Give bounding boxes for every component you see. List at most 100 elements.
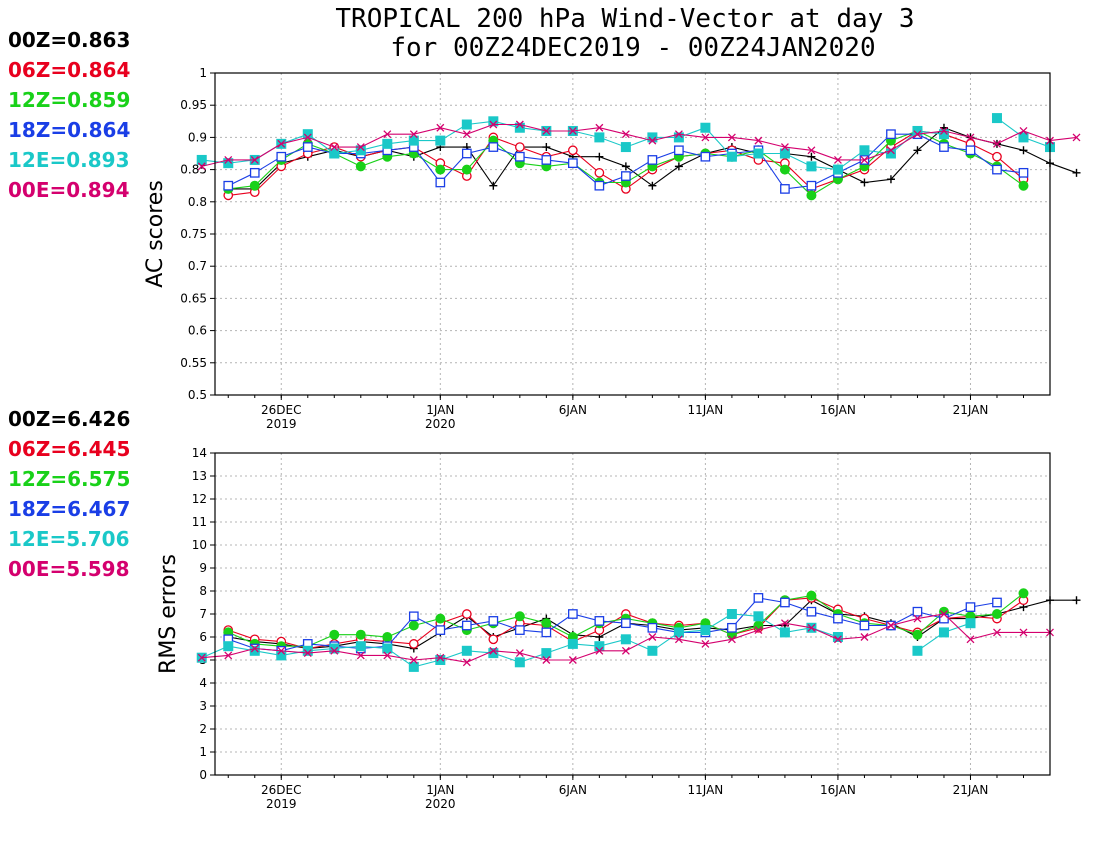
point-00E	[330, 646, 339, 655]
point-00Z	[648, 181, 657, 190]
point-18Z	[514, 625, 525, 635]
point-18Z	[780, 597, 790, 608]
point-12E	[673, 132, 684, 143]
point-18Z	[488, 142, 499, 152]
point-00Z	[1072, 168, 1081, 177]
y-tick-label: 13	[192, 469, 207, 483]
point-00E	[940, 127, 948, 135]
point-06Z	[408, 639, 419, 649]
point-18Z	[780, 184, 790, 194]
x-tick-label: 26DEC	[261, 403, 301, 417]
point-00E	[515, 649, 524, 658]
point-12E	[461, 119, 472, 130]
point-06Z	[461, 609, 472, 619]
y-axis-label: RMS errors	[156, 554, 181, 674]
point-12E	[647, 645, 658, 656]
point-18Z	[223, 180, 234, 191]
point-12E	[435, 655, 446, 665]
point-12E	[885, 148, 896, 159]
point-00E	[197, 162, 206, 171]
legend-entry: 18Z=0.864	[8, 118, 130, 142]
point-12E	[302, 129, 313, 140]
point-18Z	[249, 167, 260, 178]
point-00E	[913, 130, 922, 139]
y-axis-label: AC scores	[143, 180, 168, 288]
point-18Z	[992, 164, 1002, 175]
point-00E	[462, 658, 471, 667]
series-12E	[196, 609, 976, 672]
chart-title-line2: for 00Z24DEC2019 - 00Z24JAN2020	[390, 33, 875, 63]
point-12E	[302, 645, 313, 656]
point-12Z	[779, 164, 790, 175]
y-tick-label: 14	[192, 446, 207, 460]
legend-entry: 00E=5.598	[8, 557, 130, 581]
point-00E	[1019, 127, 1028, 135]
point-12E	[700, 625, 711, 636]
point-18Z	[568, 158, 578, 169]
point-12E	[673, 627, 684, 638]
y-tick-label: 0.85	[180, 163, 207, 177]
legend-entry: 12Z=0.859	[8, 88, 130, 112]
point-12Z	[1018, 180, 1029, 191]
point-00Z	[886, 175, 895, 184]
point-00E	[940, 610, 948, 618]
series-line-00E	[201, 123, 1077, 167]
x-tick-year-label: 2019	[266, 797, 297, 811]
point-00E	[780, 143, 789, 152]
point-12E	[779, 148, 790, 159]
point-12Z	[753, 620, 764, 631]
point-12E	[514, 122, 525, 133]
point-12Z	[329, 629, 340, 640]
point-18Z	[700, 151, 711, 162]
point-12E	[806, 161, 817, 172]
x-tick-label: 26DEC	[261, 783, 301, 797]
point-18Z	[674, 145, 684, 156]
point-18Z	[514, 151, 525, 162]
point-18Z	[621, 171, 631, 181]
point-12E	[196, 154, 207, 165]
point-12E	[408, 661, 419, 672]
point-12Z	[382, 632, 393, 642]
x-tick-label: 6JAN	[559, 783, 587, 797]
series-00E	[197, 610, 1054, 667]
y-tick-label: 0.6	[188, 324, 207, 338]
point-00E	[754, 626, 763, 635]
point-12E	[647, 132, 658, 143]
point-18Z	[939, 142, 949, 152]
point-00E	[833, 635, 842, 644]
point-18Z	[276, 151, 287, 162]
y-tick-label: 1	[199, 66, 207, 80]
point-12E	[779, 627, 790, 638]
point-00E	[303, 649, 312, 658]
point-12E	[223, 158, 234, 169]
point-00E	[833, 155, 842, 164]
point-00E	[1072, 133, 1081, 142]
point-00E	[966, 635, 975, 644]
point-18Z	[568, 609, 578, 619]
point-12Z	[1018, 588, 1029, 599]
x-tick-label: 16JAN	[820, 783, 856, 797]
x-tick-label: 11JAN	[687, 403, 723, 417]
point-00E	[966, 133, 975, 142]
point-00Z	[489, 181, 498, 190]
point-00E	[489, 120, 498, 129]
point-18Z	[461, 620, 472, 631]
y-tick-label: 11	[192, 515, 207, 529]
y-tick-label: 2	[199, 722, 207, 736]
point-12E	[488, 116, 499, 127]
legend-entry: 12E=0.893	[8, 148, 130, 172]
point-00E	[727, 133, 736, 142]
point-00E	[993, 139, 1001, 148]
y-tick-label: 0.75	[180, 227, 207, 241]
panel-ac-scores: 0.5 0.55 0.6 0.65 0.7 0.75 0.8 0.85 0.9 0.95 1 26DE…	[8, 28, 1081, 431]
point-00E	[462, 130, 471, 139]
point-12Z	[514, 611, 525, 622]
point-12E	[461, 645, 472, 656]
point-00E	[568, 656, 577, 664]
plot-frame	[214, 72, 1051, 396]
x-tick-label: 21JAN	[953, 403, 989, 417]
point-00E	[409, 656, 418, 664]
point-12E	[912, 125, 923, 136]
point-18Z	[939, 613, 949, 624]
